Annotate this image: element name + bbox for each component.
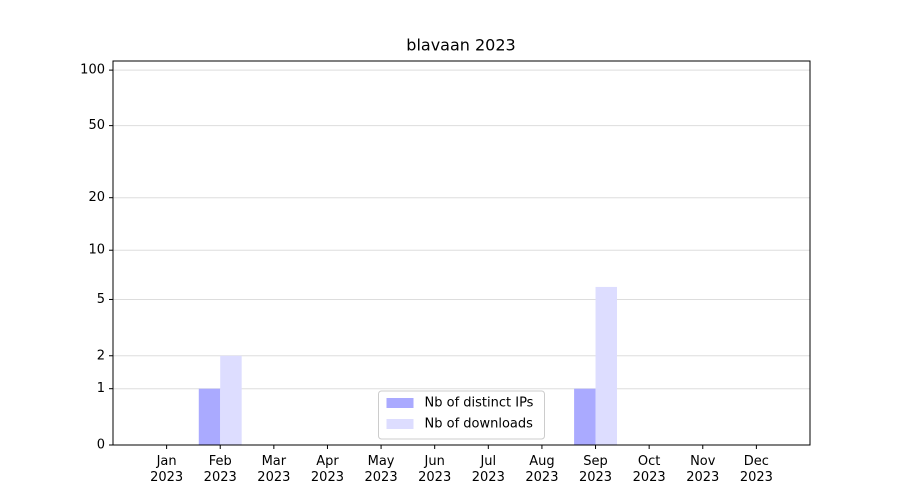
bar [220,355,242,445]
x-tick-label: Mar 2023 [257,454,290,485]
legend-label: Nb of distinct IPs [425,396,534,411]
bar [595,286,617,445]
x-tick-label: Jan 2023 [150,454,183,485]
y-tick-label: 1 [97,381,105,396]
x-tick-label: May 2023 [365,454,398,485]
x-tick-label: Apr 2023 [311,454,344,485]
y-tick-label: 2 [97,348,105,363]
legend-label: Nb of downloads [425,417,534,432]
y-tick-label: 0 [97,438,105,453]
bar [574,388,596,445]
y-tick-label: 10 [88,243,105,258]
bar [198,388,221,445]
y-tick-label: 5 [97,292,105,307]
x-tick-label: Aug 2023 [525,454,558,485]
x-tick-label: Sep 2023 [579,454,612,485]
y-tick-label: 100 [80,63,105,78]
x-tick-label: Jun 2023 [418,454,451,485]
x-tick-label: Nov 2023 [686,454,719,485]
legend-swatch [386,398,414,408]
x-tick-label: Oct 2023 [633,454,666,485]
chart-title: blavaan 2023 [406,36,515,55]
legend-box [378,390,545,440]
plot-frame [112,60,811,446]
x-tick-label: Feb 2023 [204,454,237,485]
x-tick-label: Jul 2023 [472,454,505,485]
y-tick-label: 20 [88,190,105,205]
legend-swatch [386,419,414,429]
y-tick-label: 50 [88,118,105,133]
x-tick-label: Dec 2023 [740,454,773,485]
